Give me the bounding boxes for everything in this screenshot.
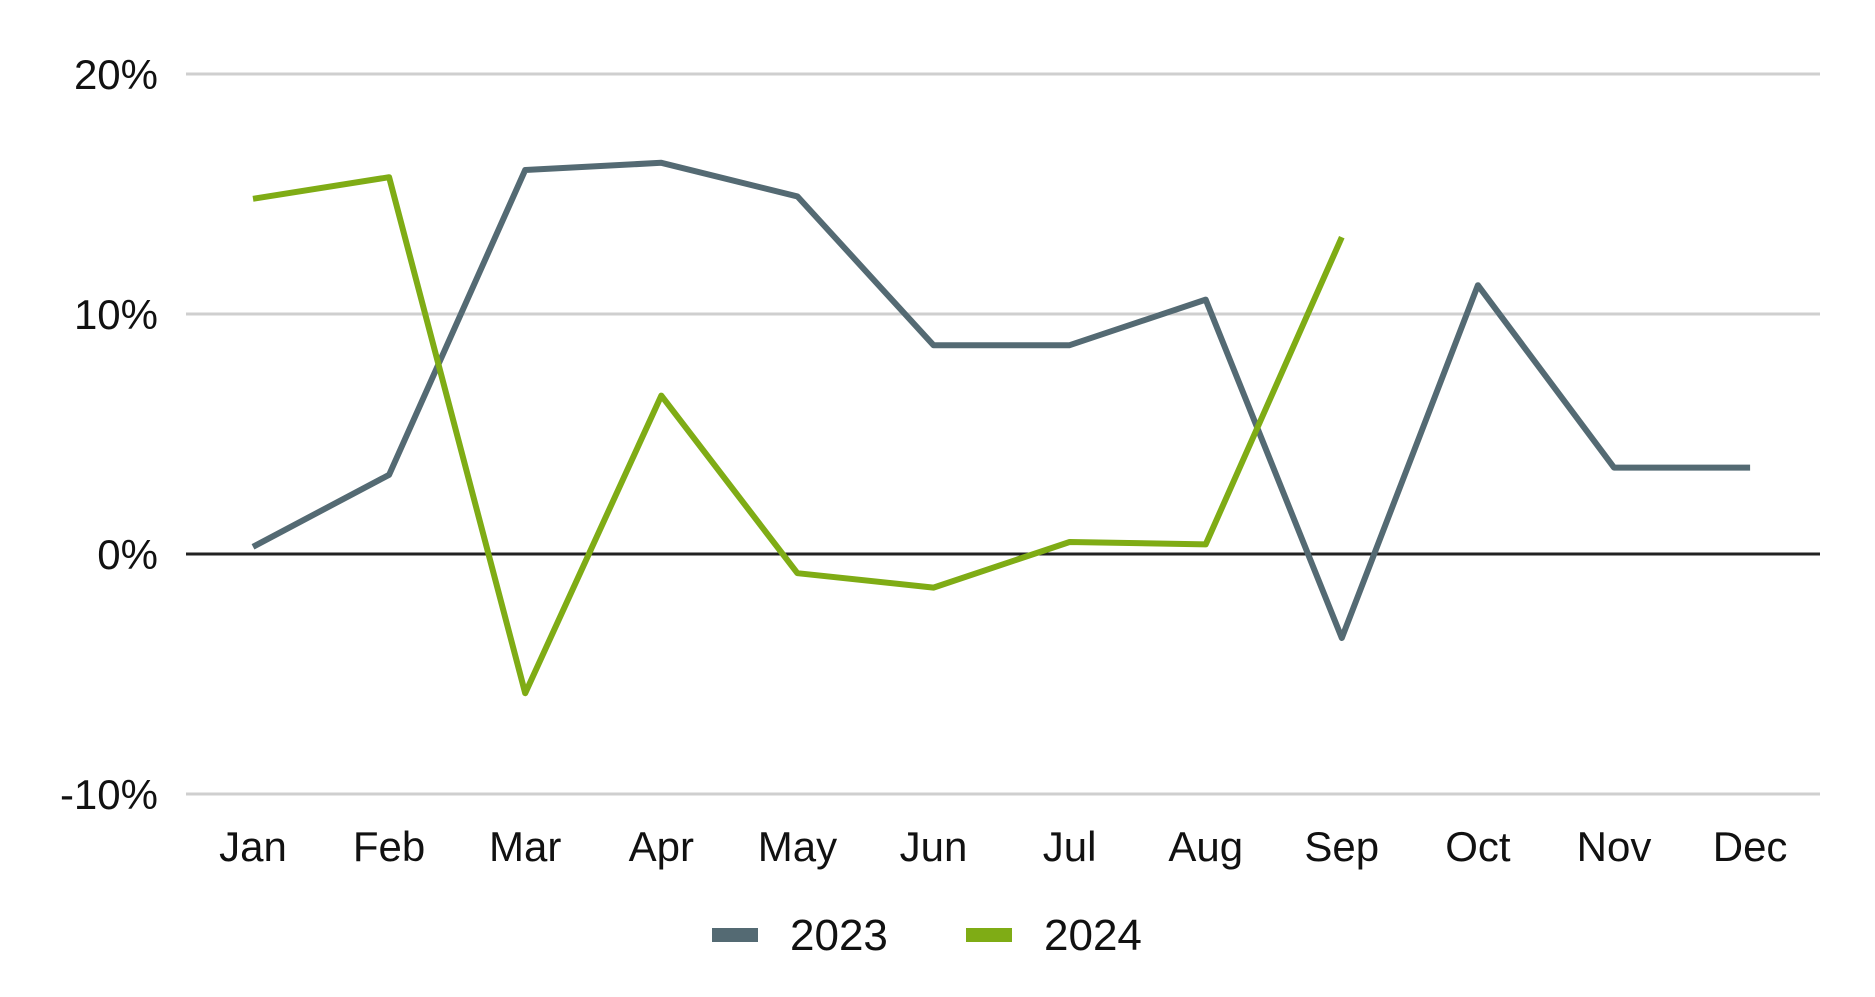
legend-label-2023: 2023 bbox=[790, 911, 888, 960]
x-tick-label: Jun bbox=[900, 823, 968, 870]
y-tick-label: 20% bbox=[74, 51, 158, 98]
legend: 2023 2024 bbox=[712, 911, 1142, 960]
series-lines bbox=[251, 159, 1751, 697]
legend-label-2024: 2024 bbox=[1044, 911, 1142, 960]
y-axis-tick-labels: 20% 10% 0% -10% bbox=[60, 51, 158, 818]
x-tick-label: Nov bbox=[1577, 823, 1652, 870]
x-tick-label: Feb bbox=[353, 823, 425, 870]
x-axis-tick-labels: Jan Feb Mar Apr May Jun Jul Aug Sep Oct Nov Dec bbox=[219, 823, 1787, 870]
y-tick-label: 10% bbox=[74, 291, 158, 338]
x-tick-label: Aug bbox=[1168, 823, 1243, 870]
gridlines bbox=[186, 72, 1820, 796]
x-tick-label: Sep bbox=[1304, 823, 1379, 870]
x-tick-label: May bbox=[758, 823, 837, 870]
x-tick-label: Oct bbox=[1445, 823, 1511, 870]
y-tick-label: 0% bbox=[97, 531, 158, 578]
legend-swatch-2024 bbox=[966, 928, 1012, 942]
y-tick-label: -10% bbox=[60, 771, 158, 818]
x-tick-label: Dec bbox=[1713, 823, 1788, 870]
x-tick-label: Jul bbox=[1043, 823, 1097, 870]
legend-swatch-2023 bbox=[712, 928, 758, 942]
series-line-2024 bbox=[252, 174, 1345, 697]
series-line-2023 bbox=[251, 159, 1751, 641]
x-tick-label: Jan bbox=[219, 823, 287, 870]
x-tick-label: Mar bbox=[489, 823, 561, 870]
x-tick-label: Apr bbox=[629, 823, 694, 870]
